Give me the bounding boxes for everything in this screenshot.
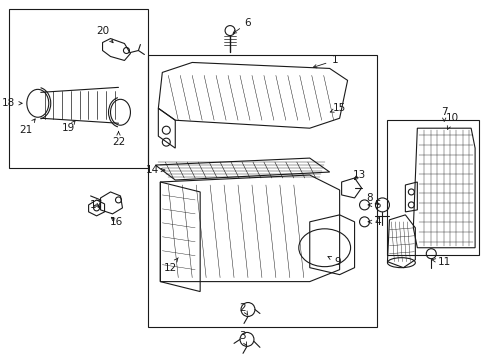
Text: 10: 10 [445, 113, 458, 129]
Text: 8: 8 [366, 193, 378, 204]
Text: 2: 2 [239, 302, 247, 315]
Text: 9: 9 [327, 256, 340, 267]
Text: 7: 7 [440, 107, 447, 121]
Text: 5: 5 [367, 200, 380, 210]
Text: 1: 1 [313, 55, 337, 68]
Text: 20: 20 [96, 26, 113, 43]
Text: 21: 21 [19, 119, 35, 135]
Text: 22: 22 [112, 131, 125, 147]
Text: 15: 15 [329, 103, 346, 113]
Text: 3: 3 [238, 332, 246, 346]
Text: 12: 12 [163, 258, 178, 273]
Text: 19: 19 [62, 120, 75, 133]
Text: 17: 17 [90, 200, 103, 210]
Text: 18: 18 [2, 98, 22, 108]
Text: 13: 13 [352, 170, 366, 180]
Text: 6: 6 [233, 18, 251, 33]
Text: 16: 16 [110, 217, 123, 227]
Text: 4: 4 [367, 217, 380, 227]
Text: 14: 14 [145, 165, 164, 175]
Text: 11: 11 [431, 257, 450, 267]
